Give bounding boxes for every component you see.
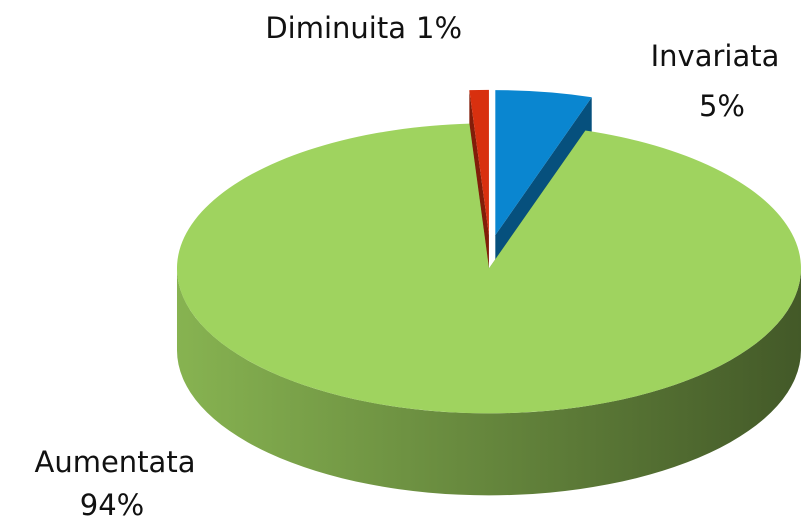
category-label: Invariata (651, 39, 780, 73)
category-label: Aumentata (35, 445, 196, 479)
slice (495, 90, 592, 236)
category-label: Diminuita (265, 11, 406, 45)
value-label: 5% (699, 89, 745, 123)
slice (176, 123, 801, 414)
value-label: 94% (80, 488, 144, 522)
value-label: 1% (416, 11, 462, 45)
slice (469, 89, 489, 235)
pie (176, 89, 801, 496)
slice-side (176, 268, 801, 496)
